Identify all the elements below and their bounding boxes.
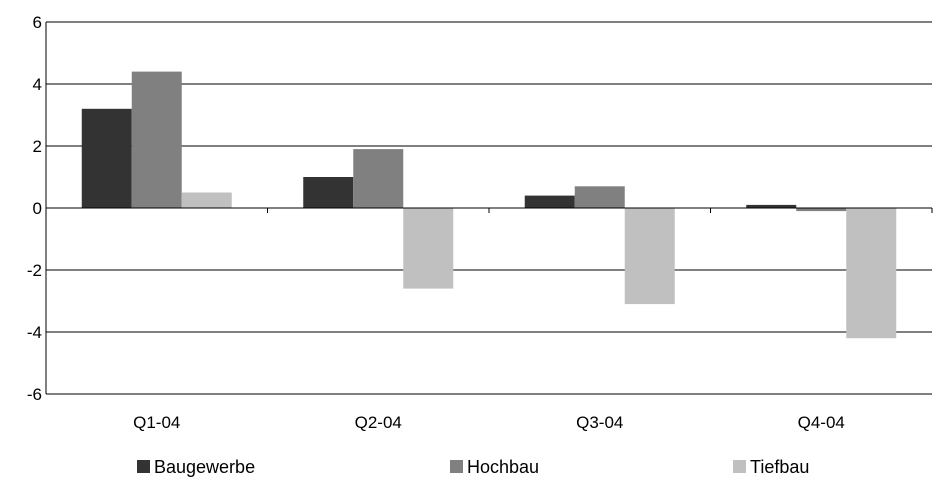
y-tick-label: 4 [33,75,42,94]
legend: Baugewerbe Hochbau Tiefbau [137,457,809,477]
y-axis-tick-labels: 6 4 2 0 -2 -4 -6 [27,13,42,404]
bar-baugewerbe-q3-04 [524,195,575,208]
bar-tiefbau-q3-04 [624,208,675,305]
legend-label-tiefbau: Tiefbau [750,457,809,477]
x-tick-label: Q2-04 [355,413,402,432]
y-tick-label: 6 [33,13,42,32]
bar-tiefbau-q2-04 [403,208,454,289]
bars [81,71,897,339]
legend-swatch-hochbau [450,460,463,473]
legend-label-hochbau: Hochbau [467,457,539,477]
axes [45,22,933,394]
bar-baugewerbe-q4-04 [746,204,797,208]
legend-swatch-tiefbau [733,460,746,473]
y-tick-label: 0 [33,199,42,218]
x-tick-label: Q4-04 [798,413,845,432]
bar-baugewerbe-q1-04 [81,108,132,208]
bar-tiefbau-q4-04 [846,208,897,339]
legend-label-baugewerbe: Baugewerbe [154,457,255,477]
bar-hochbau-q2-04 [353,149,404,208]
bar-hochbau-q1-04 [131,71,182,208]
y-tick-label: -6 [27,385,42,404]
bar-tiefbau-q1-04 [181,192,232,208]
bar-baugewerbe-q2-04 [303,177,354,208]
x-tick-label: Q3-04 [576,413,623,432]
bar-hochbau-q3-04 [574,186,625,208]
bar-hochbau-q4-04 [796,208,847,212]
y-tick-label: -4 [27,323,42,342]
y-tick-label: -2 [27,261,42,280]
legend-swatch-baugewerbe [137,460,150,473]
x-tick-label: Q1-04 [133,413,180,432]
x-axis-tick-labels: Q1-04 Q2-04 Q3-04 Q4-04 [133,413,845,432]
y-tick-label: 2 [33,137,42,156]
